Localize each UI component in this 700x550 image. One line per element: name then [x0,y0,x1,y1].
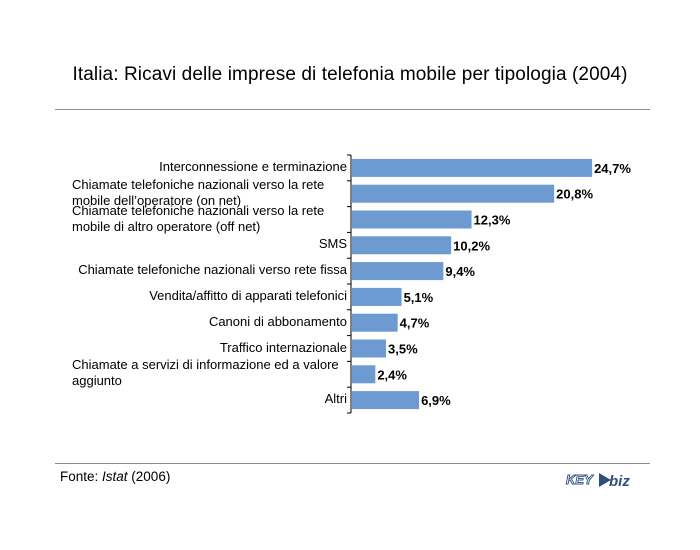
bar-value-label: 2,4% [377,367,407,382]
bar-value-label: 3,5% [388,342,418,357]
bar-value-label: 6,9% [421,393,451,408]
category-label: Altri [324,391,347,407]
bar-value-label: 20,8% [556,187,593,202]
bar [352,158,593,177]
bar-value-label: 24,7% [594,161,631,176]
bar-value-label: 9,4% [445,264,475,279]
bar [352,391,420,410]
bar [352,262,444,281]
bar [352,313,398,332]
chart-title: Italia: Ricavi delle imprese di telefoni… [72,64,628,85]
category-label: Chiamate telefoniche nazionali verso la … [72,176,325,208]
source-prefix: Fonte: [60,469,103,484]
source-name: Istat [102,469,128,484]
bar-value-label: 5,1% [404,290,434,305]
category-label: Traffico internazionale [219,339,347,355]
bottom-divider [55,463,650,464]
category-label: Vendita/affitto di apparati telefonici [149,287,347,303]
category-label: Chiamate telefoniche nazionali verso ret… [78,262,347,278]
bar-value-label: 4,7% [400,316,430,331]
category-label: Chiamate a servizi di informazione ed a … [72,357,339,389]
bar [352,184,555,203]
category-label: Interconnessione e terminazione [159,158,347,174]
top-divider [55,109,650,110]
svg-text:biz: biz [609,473,630,490]
svg-text:KEY: KEY [566,472,594,487]
bar-value-label: 12,3% [474,213,511,228]
key4biz-logo: KEY biz [566,472,631,490]
category-label: SMS [318,236,347,252]
bar [352,210,472,229]
bar [352,365,376,384]
bar [352,339,387,358]
source-note: Fonte: Istat (2006) [60,469,170,484]
bar [352,236,452,255]
source-year: (2006) [127,469,171,484]
bar [352,287,402,306]
category-label: Canoni di abbonamento [208,313,347,329]
category-label: Chiamate telefoniche nazionali verso la … [72,202,325,234]
bar-value-label: 10,2% [453,238,490,253]
